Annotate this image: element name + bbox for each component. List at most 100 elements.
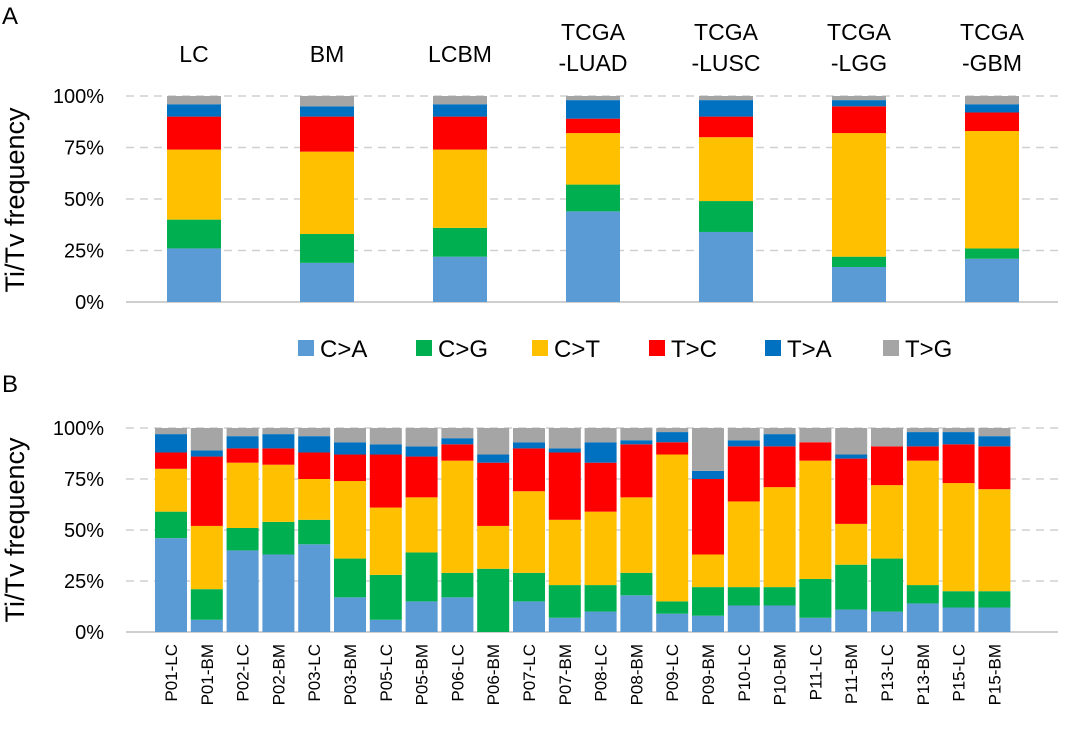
bar-segment xyxy=(699,96,753,101)
bar-segment xyxy=(226,550,259,632)
bar-segment xyxy=(334,442,366,455)
x-tick-label: P03-LC xyxy=(305,644,324,702)
bar-segment xyxy=(262,428,295,435)
bar-segment xyxy=(405,446,438,457)
bar-segment xyxy=(763,434,796,447)
bar-segment xyxy=(441,572,474,598)
bar-segment xyxy=(190,619,223,632)
bar-segment xyxy=(832,266,886,302)
bar-segment xyxy=(906,428,939,433)
bar-segment xyxy=(942,444,975,484)
bar-segment xyxy=(763,587,796,606)
bar-segment xyxy=(692,428,724,471)
x-tick-label: P10-BM xyxy=(771,644,790,705)
bar-segment xyxy=(155,468,187,512)
bar-segment xyxy=(835,458,868,524)
x-tick-label: P02-BM xyxy=(269,644,288,705)
bar-segment xyxy=(942,483,975,592)
bar-segment xyxy=(942,428,975,433)
bar-segment xyxy=(548,448,581,453)
bar-segment xyxy=(871,446,903,486)
bar-segment xyxy=(477,462,510,526)
bar-segment xyxy=(513,491,545,573)
x-tick-label: P09-LC xyxy=(663,644,682,702)
category-label: LC xyxy=(179,41,208,67)
bar-segment xyxy=(656,428,689,433)
bar-segment xyxy=(334,558,366,598)
bar-segment xyxy=(441,597,474,632)
bar-segment xyxy=(226,462,259,528)
x-tick-label: P05-BM xyxy=(413,644,432,705)
bar-segment xyxy=(262,448,295,465)
panel-b-label: B xyxy=(2,371,18,398)
x-tick-label: P13-LC xyxy=(878,644,897,702)
x-tick-label: P11-LC xyxy=(806,644,825,700)
bar-segment xyxy=(835,609,868,632)
bar-segment xyxy=(620,595,653,632)
x-tick-label: P01-LC xyxy=(162,644,181,702)
bar-segment xyxy=(513,572,545,602)
y-tick-label: 0% xyxy=(75,622,104,644)
legend-swatch xyxy=(883,340,899,356)
legend-label: C>G xyxy=(438,336,488,363)
bar-segment xyxy=(584,511,617,586)
bar-segment xyxy=(298,428,331,437)
bar-segment xyxy=(871,428,903,447)
bar-segment xyxy=(300,106,354,117)
bar-segment xyxy=(699,201,753,232)
y-tick-label: 0% xyxy=(75,292,104,314)
bar-segment xyxy=(656,613,689,632)
y-tick-label: 100% xyxy=(53,418,104,440)
bar-segment xyxy=(763,605,796,632)
bar-segment xyxy=(978,607,1011,632)
bar-segment xyxy=(405,601,438,632)
bar-segment xyxy=(298,544,331,632)
x-tick-label: P15-LC xyxy=(950,644,969,702)
bar-segment xyxy=(699,231,753,302)
legend-label: T>A xyxy=(787,336,832,363)
bar-segment xyxy=(369,428,402,445)
bar-segment xyxy=(835,454,868,459)
bar-segment xyxy=(566,100,620,119)
bar-segment xyxy=(835,564,868,610)
x-tick-label: P07-BM xyxy=(556,644,575,705)
x-tick-label: P06-LC xyxy=(448,644,467,702)
bar-segment xyxy=(513,601,545,632)
bar-segment xyxy=(832,100,886,107)
bar-segment xyxy=(620,440,653,445)
bar-segment xyxy=(167,219,221,249)
x-tick-label: P06-BM xyxy=(484,644,503,705)
bar-segment xyxy=(441,460,474,573)
x-tick-label: P15-BM xyxy=(985,644,1004,705)
bar-segment xyxy=(262,464,295,522)
bar-segment xyxy=(727,587,760,606)
bar-segment xyxy=(433,96,487,105)
bar-segment xyxy=(477,525,510,569)
bar-segment xyxy=(692,587,724,616)
panel-b-ylabel: Ti/Tv frequency xyxy=(0,437,30,623)
panel-a-ylabel: Ti/Tv frequency xyxy=(0,107,30,293)
bar-segment xyxy=(584,442,617,463)
bar-segment xyxy=(978,428,1011,437)
bar-segment xyxy=(942,607,975,632)
bar-segment xyxy=(727,428,760,441)
legend-swatch xyxy=(532,340,548,356)
bar-segment xyxy=(167,248,221,302)
bar-segment xyxy=(433,149,487,228)
bar-segment xyxy=(656,442,689,455)
x-tick-label: P11-BM xyxy=(842,644,861,704)
bar-segment xyxy=(262,554,295,632)
bar-segment xyxy=(566,184,620,212)
bar-segment xyxy=(906,603,939,632)
bar-segment xyxy=(566,118,620,134)
bar-segment xyxy=(871,485,903,559)
bar-segment xyxy=(727,501,760,588)
x-tick-label: P10-LC xyxy=(735,644,754,702)
bar-segment xyxy=(226,428,259,437)
bar-segment xyxy=(584,585,617,612)
bar-segment xyxy=(298,436,331,453)
panel-a-label: A xyxy=(2,3,18,30)
legend-label: T>G xyxy=(905,336,952,363)
legend-label: C>A xyxy=(320,336,367,363)
y-tick-label: 75% xyxy=(64,469,104,491)
